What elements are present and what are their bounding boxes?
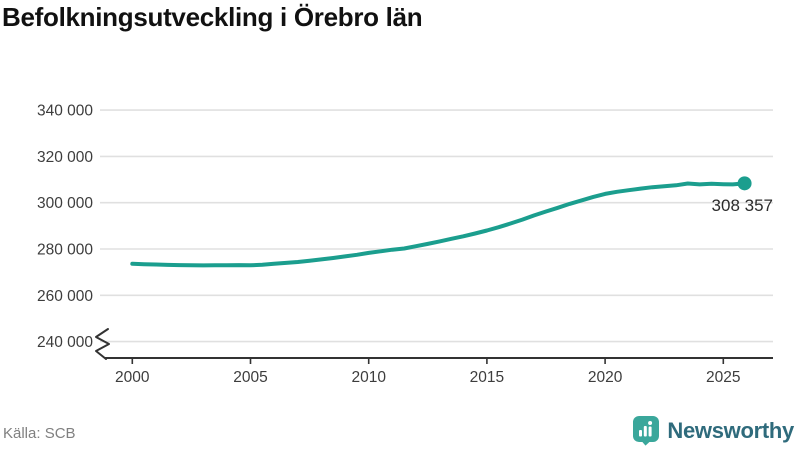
- exclamation-stem: [649, 426, 653, 437]
- svg-text:2020: 2020: [588, 369, 623, 386]
- chart-title: Befolkningsutveckling i Örebro län: [2, 2, 423, 32]
- svg-text:340 000: 340 000: [37, 103, 93, 120]
- svg-text:2000: 2000: [115, 369, 150, 386]
- svg-text:280 000: 280 000: [37, 242, 93, 259]
- svg-text:2015: 2015: [470, 369, 504, 386]
- latest-value-label: 308 357: [711, 196, 773, 215]
- bar-tall: [644, 426, 648, 437]
- svg-text:2005: 2005: [233, 369, 267, 386]
- svg-text:2025: 2025: [706, 369, 740, 386]
- source-label: Källa: SCB: [3, 425, 76, 442]
- svg-text:2010: 2010: [351, 369, 386, 386]
- svg-text:260 000: 260 000: [37, 288, 93, 305]
- svg-text:320 000: 320 000: [37, 149, 93, 166]
- bar-short: [639, 430, 643, 437]
- newsworthy-wordmark: Newsworthy: [667, 417, 794, 443]
- svg-text:240 000: 240 000: [37, 334, 93, 351]
- svg-text:300 000: 300 000: [37, 195, 93, 212]
- newsworthy-logo[interactable]: Newsworthy: [632, 415, 794, 446]
- exclamation-dot: [648, 421, 653, 425]
- newsworthy-speech-bubble-bar-chart-icon: [633, 416, 660, 446]
